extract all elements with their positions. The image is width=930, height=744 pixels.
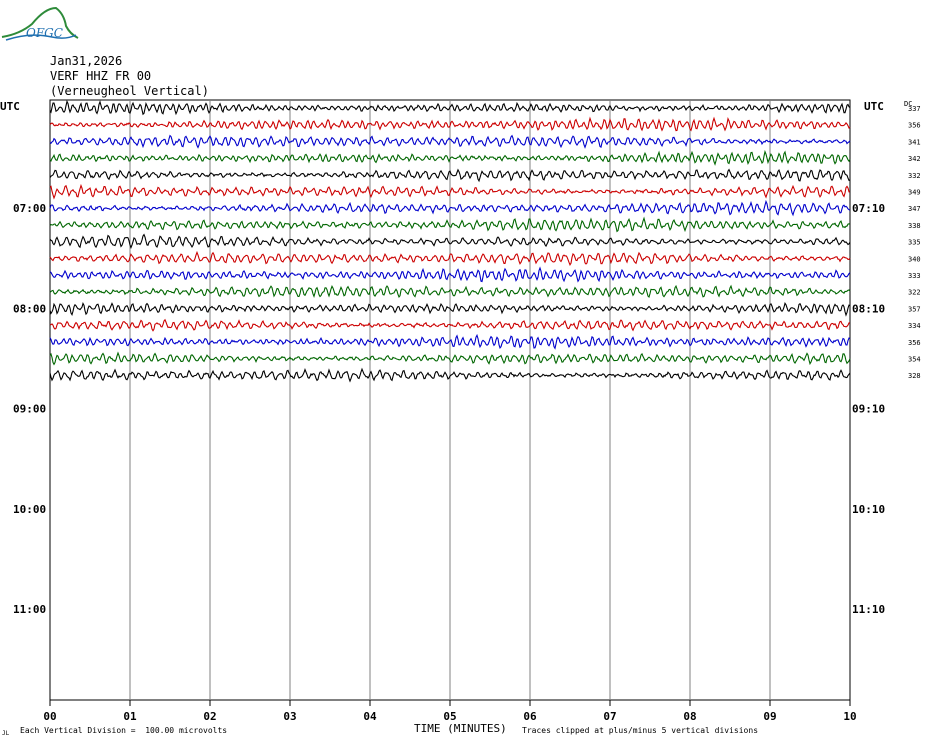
hour-label-left: 11:00: [13, 603, 46, 616]
x-tick-label: 09: [763, 710, 776, 723]
dc-offset-label: 341: [908, 138, 921, 146]
dc-offset-label: 342: [908, 155, 921, 163]
x-tick-label: 05: [443, 710, 456, 723]
logo-mountain-icon: [1, 6, 79, 41]
x-tick-label: 03: [283, 710, 296, 723]
seismic-trace-4: [49, 149, 851, 166]
dc-offset-label: 333: [908, 272, 921, 280]
scale-note: Each Vertical Division = 100.00 microvol…: [20, 726, 228, 735]
dc-offset-label: 356: [908, 339, 921, 347]
hour-label-left: 08:00: [13, 302, 46, 315]
dc-offset-label: 356: [908, 122, 921, 130]
x-tick-label: 02: [203, 710, 216, 723]
x-tick-label: 08: [683, 710, 696, 723]
corner-mark: JL: [2, 730, 10, 737]
dc-offset-label: 328: [908, 372, 921, 380]
seismic-trace-17: [49, 367, 851, 383]
seismic-trace-11: [49, 266, 851, 283]
seismic-trace-15: [49, 333, 851, 350]
hour-label-left: 09:00: [13, 403, 46, 416]
hour-label-right: 10:10: [852, 503, 885, 516]
dc-offset-label: 334: [908, 322, 921, 330]
seismic-trace-14: [49, 318, 851, 332]
x-tick-label: 10: [843, 710, 856, 723]
x-tick-label: 01: [123, 710, 137, 723]
seismic-trace-2: [49, 116, 851, 132]
seismic-trace-5: [49, 168, 851, 183]
station-name: (Verneugheol Vertical): [50, 84, 209, 98]
utc-right-label: UTC: [864, 100, 884, 113]
dc-offset-label: 340: [908, 255, 921, 263]
logo-text: OFGC: [26, 26, 63, 40]
seismic-trace-10: [49, 250, 851, 267]
dc-offset-label: 335: [908, 239, 921, 247]
dc-label: DC: [904, 100, 912, 108]
hour-label-right: 09:10: [852, 403, 885, 416]
seismic-trace-12: [49, 284, 851, 298]
dc-offset-label: 332: [908, 172, 921, 180]
seismic-trace-1: [49, 99, 851, 116]
x-tick-label: 07: [603, 710, 616, 723]
seismic-trace-6: [49, 183, 851, 200]
seismic-trace-9: [49, 233, 851, 250]
x-tick-label: 00: [43, 710, 56, 723]
dc-offset-label: 354: [908, 356, 921, 364]
utc-left-label: UTC: [0, 100, 20, 113]
x-axis-title: TIME (MINUTES): [414, 722, 507, 735]
hour-label-left: 07:00: [13, 202, 46, 215]
dc-offset-label: 347: [908, 205, 921, 213]
hour-label-right: 07:10: [852, 202, 885, 215]
hour-label-left: 10:00: [13, 503, 46, 516]
ofgc-logo: OFGC: [0, 4, 80, 44]
seismic-trace-7: [49, 199, 851, 217]
plot-date: Jan31,2026: [50, 54, 123, 68]
hour-label-right: 08:10: [852, 302, 885, 315]
seismic-trace-3: [49, 134, 851, 149]
station-code: VERF HHZ FR 00: [50, 69, 152, 83]
clip-note: Traces clipped at plus/minus 5 vertical …: [522, 726, 759, 735]
seismic-trace-16: [49, 351, 851, 366]
dc-offset-label: 357: [908, 305, 921, 313]
x-tick-label: 04: [363, 710, 377, 723]
hour-label-right: 11:10: [852, 603, 885, 616]
seismic-trace-8: [49, 216, 851, 233]
dc-offset-label: 337: [908, 105, 921, 113]
dc-offset-label: 322: [908, 289, 921, 297]
seismic-trace-13: [49, 301, 851, 317]
dc-offset-label: 338: [908, 222, 921, 230]
x-tick-label: 06: [523, 710, 537, 723]
dc-offset-label: 349: [908, 189, 921, 197]
